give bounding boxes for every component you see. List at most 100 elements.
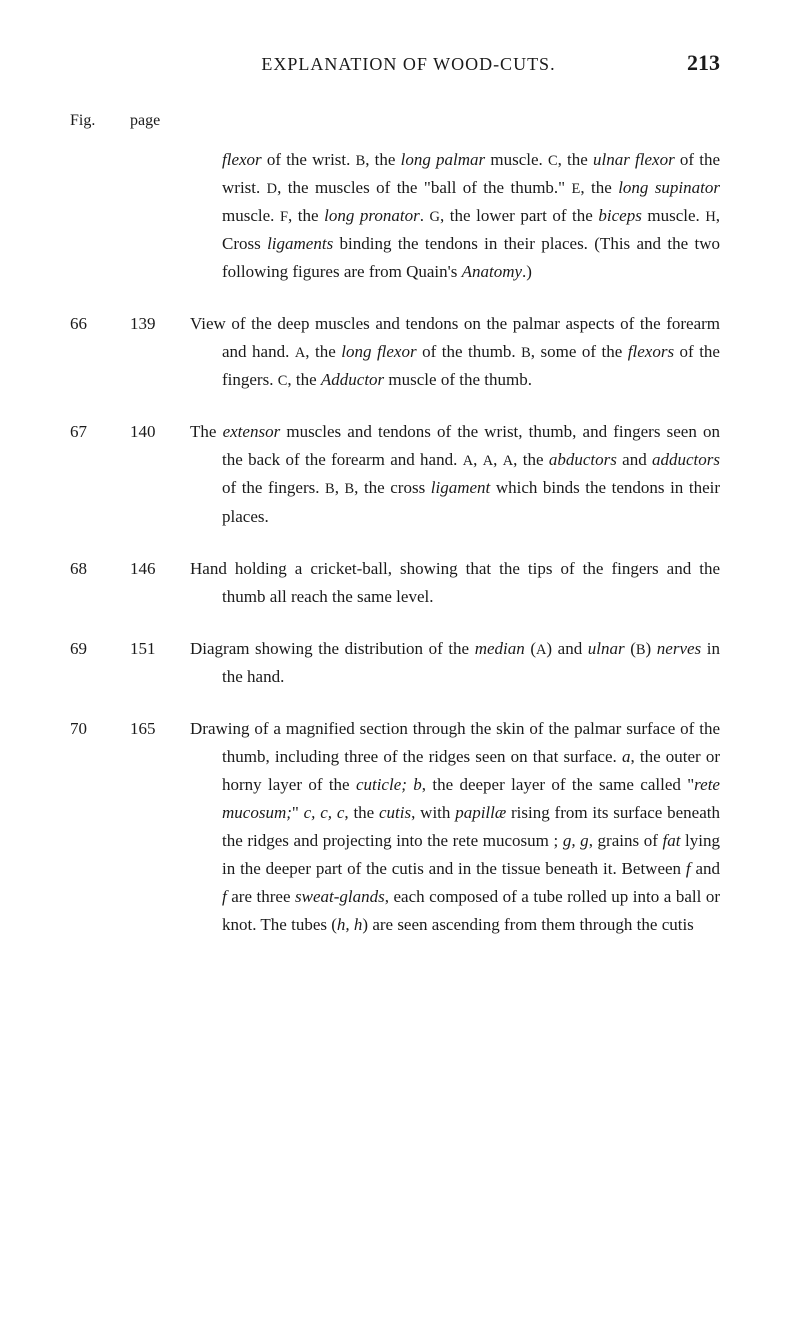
text-segment: . <box>420 206 430 225</box>
text-segment: " <box>292 803 304 822</box>
text-segment: muscle. <box>222 206 280 225</box>
text-segment: G <box>430 209 440 225</box>
text-segment: , the <box>558 150 593 169</box>
text-segment: B <box>345 481 355 497</box>
text-segment: muscle of the thumb. <box>384 370 532 389</box>
entry-row: 70165Drawing of a magnified section thro… <box>70 715 720 939</box>
text-segment: of the wrist. <box>262 150 356 169</box>
text-segment: C <box>278 373 288 389</box>
text-segment: , grains of <box>589 831 663 850</box>
text-segment: ( <box>525 639 536 658</box>
text-segment: , the <box>288 206 324 225</box>
text-segment: A <box>463 453 473 469</box>
text-segment: flexors <box>628 342 674 361</box>
entry-page: 140 <box>130 418 190 530</box>
entry-fig: 68 <box>70 555 130 611</box>
entry-row: 67140The extensor muscles and tendons of… <box>70 418 720 530</box>
entry-fig: 67 <box>70 418 130 530</box>
text-segment: sweat-glands <box>295 887 385 906</box>
text-segment: , the <box>344 803 379 822</box>
entry-fig <box>70 146 130 286</box>
text-segment: , the muscles of the "ball of the thumb.… <box>277 178 571 197</box>
text-segment: , the <box>305 342 341 361</box>
column-headers: Fig. page <box>70 112 720 130</box>
text-segment: C <box>548 153 558 169</box>
col-header-fig: Fig. <box>70 112 130 130</box>
text-segment: , the <box>513 450 549 469</box>
text-segment: long supinator <box>618 178 720 197</box>
entry-row: 68146Hand holding a cricket-ball, showin… <box>70 555 720 611</box>
text-segment: A <box>536 642 546 658</box>
text-segment: , the <box>365 150 400 169</box>
entry-page: 151 <box>130 635 190 691</box>
text-segment: Adductor <box>321 370 384 389</box>
text-segment: muscle. <box>642 206 706 225</box>
entry-row: 66139View of the deep muscles and tendon… <box>70 310 720 394</box>
text-segment: ( <box>625 639 636 658</box>
text-segment: , the cross <box>354 478 431 497</box>
text-segment: h, h <box>337 915 363 934</box>
text-segment: c, c, c <box>304 803 345 822</box>
text-segment: extensor <box>223 422 281 441</box>
text-segment: B <box>521 345 531 361</box>
entry-fig: 70 <box>70 715 130 939</box>
entry-page <box>130 146 190 286</box>
text-segment: ) are seen ascending from them through t… <box>362 915 693 934</box>
text-segment: of the fingers. <box>222 478 325 497</box>
text-segment: of the thumb. <box>417 342 522 361</box>
text-segment: adductors <box>652 450 720 469</box>
entry-text: Diagram showing the distribution of the … <box>190 635 720 691</box>
entry-page: 165 <box>130 715 190 939</box>
text-segment: D <box>267 181 277 197</box>
text-segment: F <box>280 209 288 225</box>
text-segment: B <box>325 481 335 497</box>
text-segment: long palmar <box>401 150 486 169</box>
text-segment: The <box>190 422 223 441</box>
text-segment: , with <box>411 803 455 822</box>
entry-text: Hand holding a cricket-ball, showing tha… <box>190 555 720 611</box>
text-segment: biceps <box>598 206 641 225</box>
text-segment: , the deeper layer of the same called " <box>422 775 694 794</box>
header-title: EXPLANATION OF WOOD-CUTS. <box>70 54 687 75</box>
text-segment: muscle. <box>485 150 548 169</box>
text-segment: A <box>483 453 493 469</box>
text-segment: median <box>475 639 525 658</box>
entry-row: 69151Diagram showing the distribution of… <box>70 635 720 691</box>
entry-text: flexor of the wrist. B, the long palmar … <box>190 146 720 286</box>
text-segment: ) <box>646 639 657 658</box>
text-segment: and <box>617 450 652 469</box>
text-segment: ulnar <box>588 639 625 658</box>
text-segment: b <box>413 775 422 794</box>
text-segment: papillæ <box>455 803 506 822</box>
text-segment: , the lower part of the <box>440 206 598 225</box>
page-number: 213 <box>687 50 720 76</box>
entry-text: View of the deep muscles and tendons on … <box>190 310 720 394</box>
text-segment: H <box>705 209 715 225</box>
text-segment: , some of the <box>531 342 628 361</box>
entry-fig: 66 <box>70 310 130 394</box>
text-segment: ulnar flexor <box>593 150 675 169</box>
text-segment: Hand holding a cricket-ball, showing tha… <box>190 559 720 606</box>
text-segment: , <box>335 478 345 497</box>
text-segment: ligament <box>431 478 491 497</box>
text-segment: , the <box>287 370 321 389</box>
text-segment: B <box>356 153 366 169</box>
text-segment: , <box>493 450 503 469</box>
entry-text: The extensor muscles and tendons of the … <box>190 418 720 530</box>
entry-row: flexor of the wrist. B, the long palmar … <box>70 146 720 286</box>
text-segment: cutis <box>379 803 411 822</box>
text-segment: abductors <box>549 450 617 469</box>
text-segment: B <box>636 642 646 658</box>
entry-page: 139 <box>130 310 190 394</box>
entries-container: flexor of the wrist. B, the long palmar … <box>70 146 720 939</box>
text-segment: long pronator <box>324 206 420 225</box>
text-segment: ) and <box>546 639 587 658</box>
text-segment: .) <box>522 262 532 281</box>
text-segment: and <box>691 859 720 878</box>
text-segment: Diagram showing the distribution of the <box>190 639 475 658</box>
text-segment: ligaments <box>267 234 333 253</box>
col-header-page: page <box>130 112 190 130</box>
text-segment: , the <box>580 178 618 197</box>
entry-page: 146 <box>130 555 190 611</box>
text-segment: A <box>503 453 513 469</box>
